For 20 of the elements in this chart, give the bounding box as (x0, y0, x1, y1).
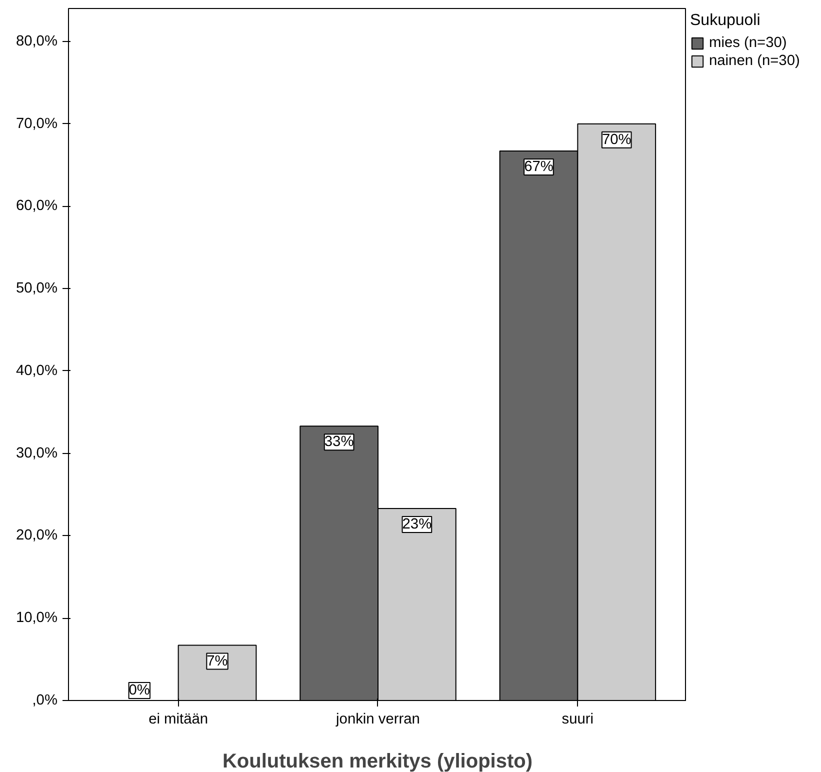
x-tick-label: jonkin verran (335, 712, 420, 728)
legend-label: nainen (n=30) (709, 53, 800, 69)
data-label: 33% (324, 434, 354, 450)
legend-label: mies (n=30) (709, 35, 787, 51)
y-tick-label: 20,0% (16, 528, 58, 544)
data-label: 7% (206, 653, 228, 670)
x-axis-title: Koulutuksen merkitys (yliopisto) (222, 750, 533, 772)
data-label: 67% (524, 159, 554, 176)
y-tick-label: 80,0% (16, 33, 58, 50)
x-tick-label: ei mitään (148, 712, 208, 728)
y-tick-label: 30,0% (16, 445, 58, 462)
y-tick-label: 60,0% (16, 198, 58, 214)
y-tick-label: 70,0% (16, 116, 58, 132)
data-label: 70% (602, 132, 632, 148)
y-tick-label: 10,0% (16, 610, 58, 626)
legend-title: Sukupuoli (690, 12, 762, 30)
x-tick-label: suuri (562, 712, 594, 728)
y-tick-label: 40,0% (16, 362, 58, 379)
y-tick-label: 50,0% (16, 280, 58, 297)
y-tick-label: ,0% (32, 692, 58, 708)
